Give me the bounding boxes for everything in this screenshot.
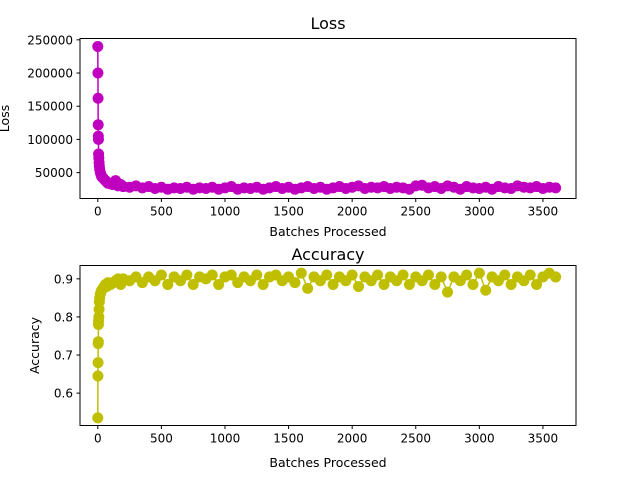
loss-y-tick-label: 100000	[27, 133, 73, 147]
accuracy-x-tick-label: 2000	[337, 432, 368, 446]
accuracy-plot-area	[92, 267, 562, 424]
accuracy-x-tick-label: 3000	[464, 432, 495, 446]
loss-x-tick-label: 0	[94, 205, 102, 219]
accuracy-data-point	[257, 279, 269, 291]
accuracy-data-point	[461, 269, 473, 281]
accuracy-y-tick-label: 0.6	[54, 387, 73, 401]
accuracy-data-point	[187, 279, 199, 291]
loss-title: Loss	[310, 14, 345, 33]
loss-y-tick-label: 200000	[27, 67, 73, 81]
loss-axes-frame	[79, 38, 577, 199]
accuracy-y-tick-label: 0.9	[54, 272, 73, 286]
loss-x-tick-label: 1500	[273, 205, 304, 219]
accuracy-data-point	[92, 336, 104, 348]
accuracy-data-point	[181, 269, 193, 281]
accuracy-data-point	[480, 284, 492, 296]
accuracy-data-point	[92, 357, 104, 369]
loss-x-tick-label: 1000	[210, 205, 241, 219]
loss-y-tick-label: 50000	[35, 166, 73, 180]
loss-data-point	[92, 67, 104, 79]
loss-x-tick-label: 3000	[464, 205, 495, 219]
accuracy-data-point	[289, 277, 301, 289]
accuracy-data-point	[473, 267, 485, 279]
accuracy-data-point	[353, 280, 365, 292]
accuracy-data-point	[435, 271, 447, 283]
accuracy-x-axis-label: Batches Processed	[269, 455, 386, 470]
accuracy-data-point	[321, 269, 333, 281]
accuracy-data-point	[206, 269, 218, 281]
accuracy-data-point	[302, 282, 314, 294]
accuracy-x-tick-label: 3500	[528, 432, 559, 446]
accuracy-data-point	[155, 269, 167, 281]
accuracy-x-tick-label: 2500	[400, 432, 431, 446]
loss-x-tick-label: 2000	[337, 205, 368, 219]
accuracy-x-tick-label: 1000	[210, 432, 241, 446]
accuracy-data-point	[378, 279, 390, 291]
accuracy-data-point	[162, 279, 174, 291]
accuracy-data-point	[403, 279, 415, 291]
loss-x-tick-label: 3500	[528, 205, 559, 219]
accuracy-data-point	[467, 279, 479, 291]
accuracy-y-axis-label: Accuracy	[27, 316, 42, 374]
accuracy-y-tick-label: 0.7	[54, 349, 73, 363]
loss-data-point	[550, 182, 562, 194]
loss-y-tick-label: 150000	[27, 100, 73, 114]
accuracy-data-point	[295, 267, 307, 279]
loss-data-point	[92, 119, 104, 131]
loss-x-tick-label: 2500	[400, 205, 431, 219]
accuracy-data-point	[499, 269, 511, 281]
loss-data-point	[92, 92, 104, 104]
loss-x-tick-label: 500	[150, 205, 173, 219]
accuracy-data-point	[213, 279, 225, 291]
accuracy-panel: Accuracy Batches Processed Accuracy 0 500…	[27, 245, 577, 470]
accuracy-data-point	[346, 269, 358, 281]
accuracy-x-tick-label: 1500	[273, 432, 304, 446]
accuracy-data-point	[397, 269, 409, 281]
accuracy-data-point	[531, 279, 543, 291]
loss-plot-area	[92, 40, 562, 195]
accuracy-data-point	[422, 269, 434, 281]
accuracy-x-tick-label: 500	[150, 432, 173, 446]
accuracy-data-point	[225, 269, 237, 281]
accuracy-data-point	[550, 271, 562, 283]
accuracy-data-point	[372, 269, 384, 281]
accuracy-data-point	[251, 269, 263, 281]
loss-x-axis-label: Batches Processed	[269, 224, 386, 239]
accuracy-data-point	[327, 279, 339, 291]
accuracy-title: Accuracy	[291, 245, 364, 264]
accuracy-data-point	[505, 279, 517, 291]
accuracy-data-point	[524, 269, 536, 281]
accuracy-data-point	[442, 286, 454, 298]
loss-data-point	[92, 133, 104, 145]
accuracy-x-tick-label: 0	[94, 432, 102, 446]
loss-y-tick-label: 250000	[27, 33, 73, 47]
loss-data-point	[92, 40, 104, 52]
accuracy-y-tick-label: 0.8	[54, 310, 73, 324]
accuracy-data-point	[92, 370, 104, 382]
loss-y-axis-label: Loss	[0, 105, 12, 132]
accuracy-axes-frame	[79, 265, 577, 426]
accuracy-data-point	[429, 279, 441, 291]
accuracy-data-point	[92, 412, 104, 424]
loss-panel: Loss Batches Processed Loss 0 500 1000 1500…	[0, 14, 577, 239]
